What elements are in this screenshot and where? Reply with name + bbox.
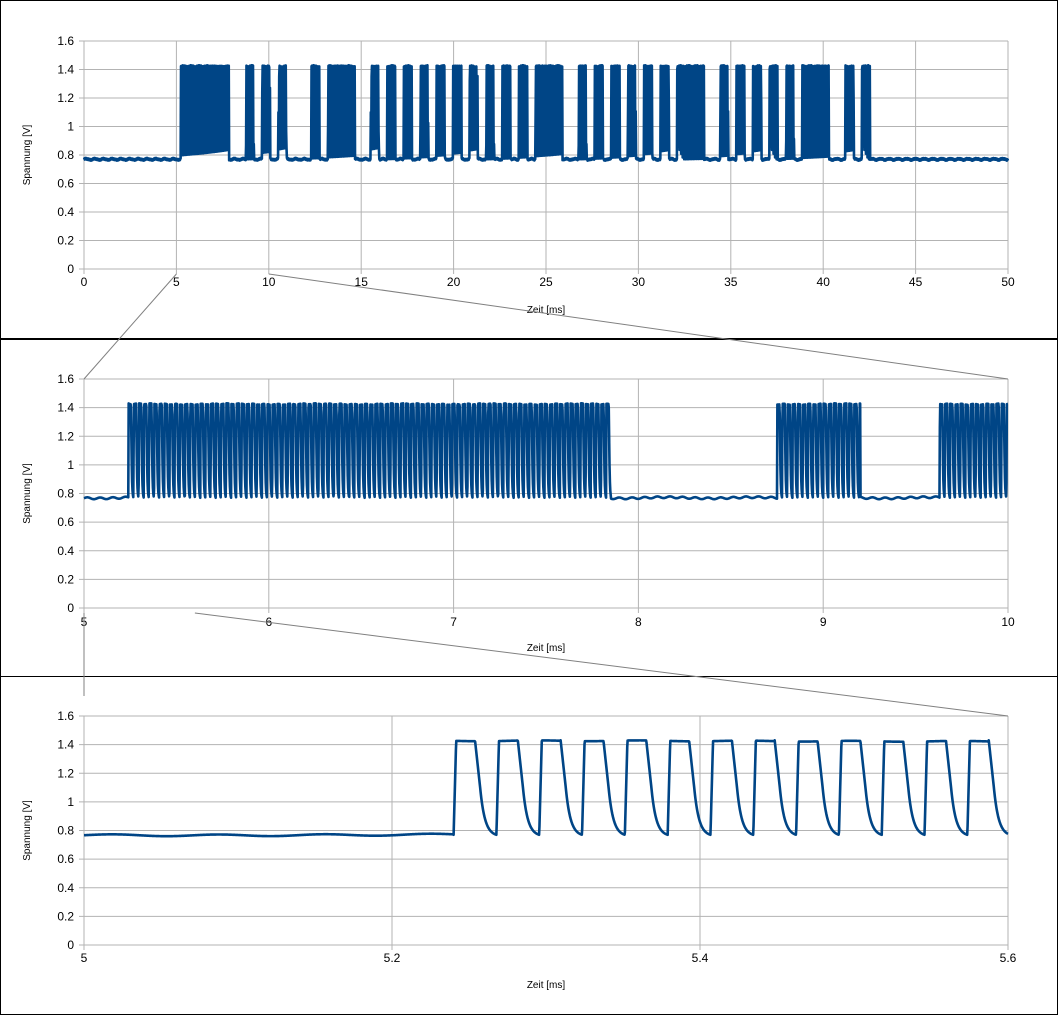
y-tick-label: 0.6 [57,177,74,191]
x-tick-label: 30 [632,275,646,289]
x-axis-label: Zeit [ms] [527,643,566,654]
y-tick-label: 0.4 [57,544,74,558]
x-tick-label: 10 [1001,615,1015,629]
x-tick-label: 10 [262,275,276,289]
y-tick-label: 1.6 [57,372,74,386]
y-tick-label: 0.6 [57,515,74,529]
zoom-connector [83,273,177,380]
y-tick-label: 0 [67,262,74,276]
x-axis-label: Zeit [ms] [527,980,566,991]
y-tick-label: 0.6 [57,852,74,866]
y-tick-label: 0.8 [57,148,74,162]
y-tick-label: 1.4 [57,738,74,752]
chart-2: 00.20.40.60.811.21.41.65678910Zeit [ms]S… [22,372,1015,654]
x-tick-label: 45 [909,275,923,289]
x-axis-label: Zeit [ms] [527,305,566,316]
x-tick-label: 20 [447,275,461,289]
y-tick-label: 1.2 [57,766,74,780]
y-axis-label: Spannung [V] [22,463,33,524]
chart-3: 0 0.2 0.4 0.6 0.8 1 1.2 1.4 1.6 5 5.2 5.4 5.6 Zeit [m… [22,709,1017,991]
series-line [84,65,1008,160]
y-tick-label: 1.2 [57,91,74,105]
chart-1: 0 0.2 0.4 0.6 0.8 1 1.2 1.4 1.6 0 5 10 15 20 25 30 35 40 4… [22,34,1015,316]
zoom-connector [194,612,1009,717]
y-tick-label: 1 [67,120,74,134]
x-tick-label: 9 [820,615,827,629]
y-tick-label: 1.4 [57,63,74,77]
panel-frame [0,339,1058,678]
y-tick-label: 0.2 [57,909,74,923]
zoom-connector [268,273,1009,380]
panel-frame [0,676,1058,1015]
x-tick-label: 5.2 [384,951,401,965]
x-tick-label: 40 [817,275,831,289]
x-tick-label: 0 [81,275,88,289]
series-line [84,740,1008,836]
y-tick-label: 0.8 [57,824,74,838]
x-tick-label: 5 [81,951,88,965]
panel-frame [0,0,1058,339]
y-axis-label: Spannung [V] [22,800,33,861]
y-axis-label: Spannung [V] [22,124,33,185]
x-tick-label: 50 [1001,275,1015,289]
y-tick-label: 0.2 [57,234,74,248]
y-tick-label: 0.8 [57,487,74,501]
y-tick-label: 0.4 [57,881,74,895]
x-tick-label: 25 [539,275,553,289]
x-tick-label: 35 [724,275,738,289]
x-tick-label: 8 [635,615,642,629]
y-tick-label: 1 [67,458,74,472]
series-line [84,403,1008,499]
y-tick-label: 0.4 [57,205,74,219]
x-tick-label: 5.4 [692,951,709,965]
y-tick-label: 1.2 [57,429,74,443]
x-tick-label: 7 [450,615,457,629]
y-tick-label: 0 [67,938,74,952]
x-tick-label: 5 [173,275,180,289]
x-tick-label: 15 [355,275,369,289]
y-tick-label: 1.6 [57,34,74,48]
y-tick-label: 0.2 [57,572,74,586]
y-tick-label: 1 [67,795,74,809]
x-tick-label: 5.6 [1000,951,1017,965]
y-tick-label: 1.6 [57,709,74,723]
y-tick-label: 1.4 [57,401,74,415]
y-tick-label: 0 [67,601,74,615]
